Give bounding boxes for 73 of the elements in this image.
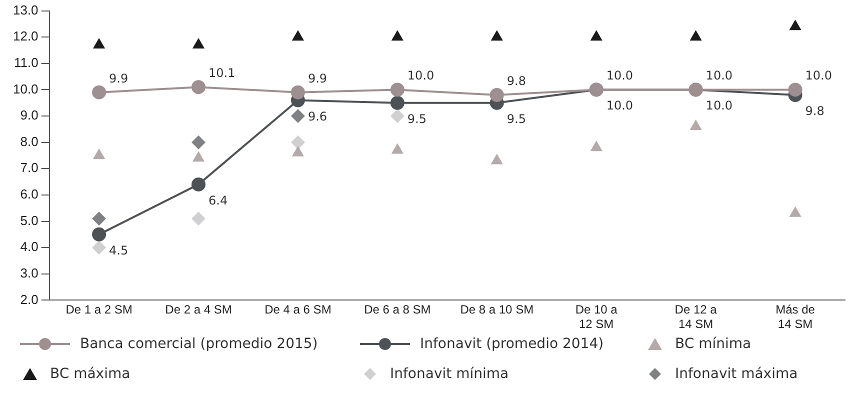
x-tick-label: De 6 a 8 SM bbox=[364, 302, 431, 317]
data-label: 9.9 bbox=[109, 71, 128, 86]
legend-label: BC mínima bbox=[675, 336, 752, 352]
point bbox=[290, 109, 305, 124]
x-tick-label: De 4 a 6 SM bbox=[264, 302, 332, 317]
y-tick-label: 5.0 bbox=[20, 212, 38, 228]
y-tick-label: 12.0 bbox=[12, 28, 38, 44]
point bbox=[92, 148, 106, 159]
point bbox=[92, 38, 106, 48]
x-tick-label: De 10 a 12 SM bbox=[575, 302, 618, 332]
data-label: 9.5 bbox=[407, 112, 427, 126]
data-label: 10.0 bbox=[606, 68, 634, 83]
y-tick-label: 10.0 bbox=[12, 81, 38, 96]
y-tick-label: 9.0 bbox=[20, 108, 38, 123]
data-label: 10.0 bbox=[805, 68, 832, 83]
point bbox=[789, 20, 802, 30]
point bbox=[92, 227, 106, 242]
x-tick-label: Más de 14 SM bbox=[776, 302, 816, 332]
data-label: 10.0 bbox=[706, 68, 733, 83]
point bbox=[92, 212, 106, 226]
y-tick-label: 6.0 bbox=[20, 186, 38, 202]
point bbox=[191, 80, 206, 94]
point bbox=[590, 30, 602, 41]
point bbox=[92, 85, 106, 100]
point bbox=[390, 96, 404, 110]
point bbox=[690, 120, 702, 130]
y-tick-label: 11.0 bbox=[14, 54, 38, 70]
point bbox=[690, 30, 702, 41]
data-label: 9.5 bbox=[506, 112, 526, 126]
point bbox=[490, 154, 503, 164]
point bbox=[590, 140, 602, 152]
x-tick-label: De 2 a 4 SM bbox=[165, 302, 232, 317]
x-tick-label: De 1 a 2 SM bbox=[66, 302, 132, 317]
point bbox=[192, 151, 205, 162]
point bbox=[290, 85, 305, 100]
legend-label: BC máxima bbox=[50, 366, 130, 382]
data-label: 9.6 bbox=[308, 109, 328, 124]
data-label: 9.8 bbox=[805, 104, 824, 118]
legend-label: Infonavit mínima bbox=[390, 366, 509, 382]
data-label: 10.1 bbox=[208, 66, 236, 80]
y-tick-label: 7.0 bbox=[20, 160, 38, 176]
data-label: 9.9 bbox=[308, 71, 328, 86]
point bbox=[191, 135, 206, 150]
point bbox=[290, 135, 305, 150]
data-label: 6.4 bbox=[208, 193, 228, 208]
point bbox=[490, 30, 503, 41]
legend-label: Banca comercial (promedio 2015) bbox=[80, 336, 318, 352]
y-tick-label: 4.0 bbox=[20, 239, 38, 254]
y-tick-label: 13.0 bbox=[12, 2, 38, 18]
point bbox=[292, 30, 304, 41]
point bbox=[191, 177, 206, 192]
point bbox=[390, 109, 404, 124]
data-label: 4.5 bbox=[109, 243, 128, 258]
point bbox=[390, 82, 404, 97]
point bbox=[92, 240, 106, 255]
x-tick-label: De 12 a 14 SM bbox=[674, 302, 718, 332]
data-label: 10.0 bbox=[606, 98, 634, 113]
legend-label: Infonavit (promedio 2014) bbox=[420, 336, 604, 352]
data-label: 10.0 bbox=[407, 68, 434, 83]
point bbox=[191, 212, 206, 226]
y-tick-label: 2.0 bbox=[20, 292, 38, 307]
point bbox=[490, 88, 504, 102]
point bbox=[788, 82, 802, 97]
y-tick-label: 8.0 bbox=[20, 134, 38, 149]
data-label: 10.0 bbox=[706, 98, 733, 113]
data-label: 9.8 bbox=[506, 74, 526, 88]
legend-label: Infonavit máxima bbox=[675, 366, 798, 382]
y-tick-label: 3.0 bbox=[20, 265, 38, 280]
point bbox=[391, 143, 404, 154]
point bbox=[292, 146, 304, 156]
point bbox=[391, 30, 404, 41]
point bbox=[192, 38, 205, 48]
x-tick-label: De 8 a 10 SM bbox=[460, 302, 534, 317]
